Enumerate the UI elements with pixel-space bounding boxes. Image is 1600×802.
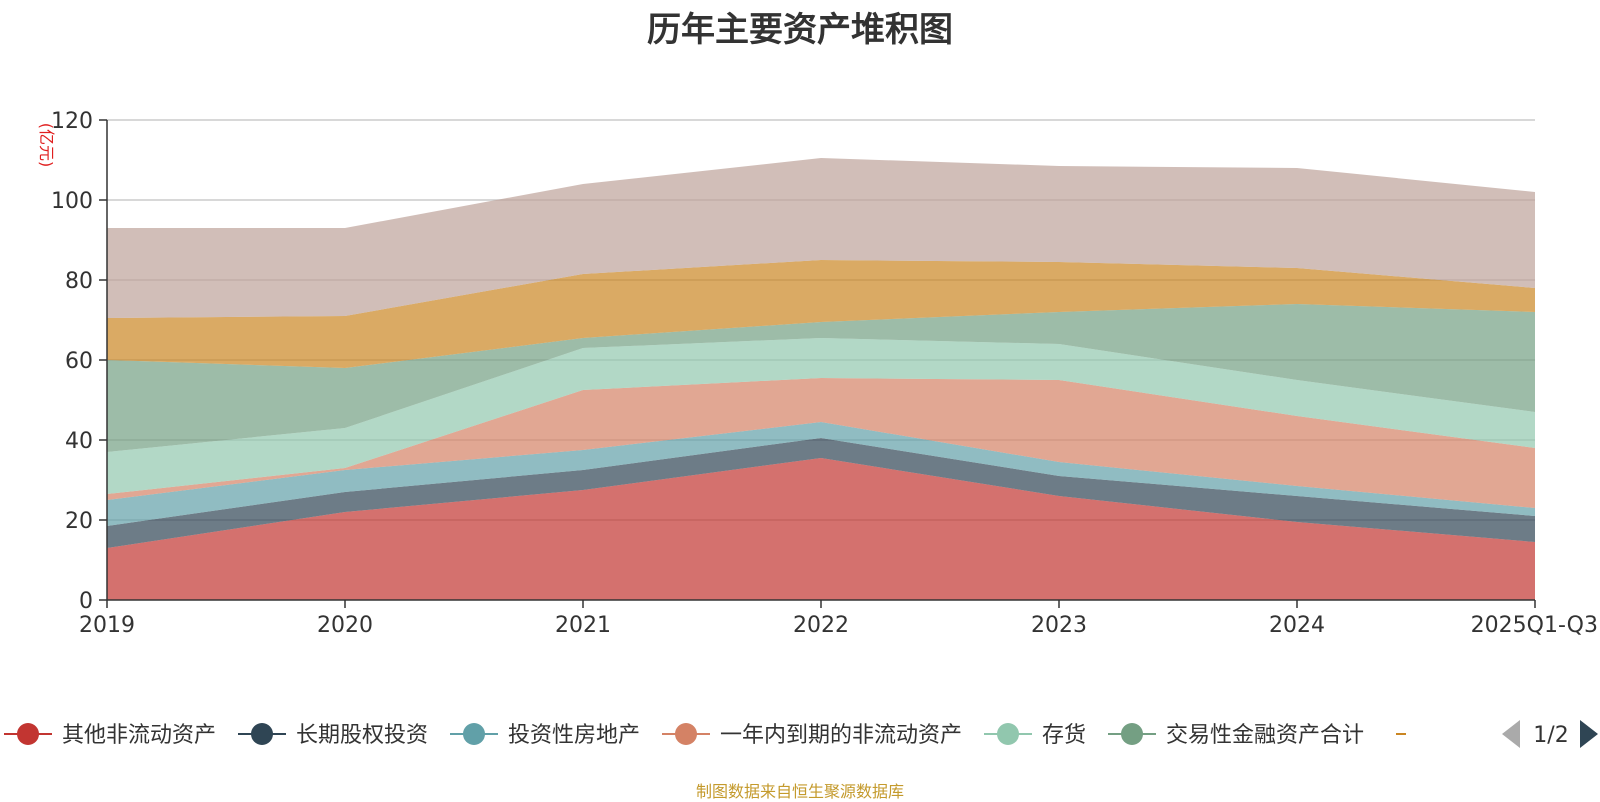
legend-label: 长期股权投资 xyxy=(296,723,428,748)
legend-circle-marker xyxy=(251,723,273,745)
legend-page-indicator: 1/2 xyxy=(1533,723,1568,748)
x-tick-label: 2024 xyxy=(1269,613,1325,638)
area-series-6 xyxy=(107,304,1535,452)
axes: 0 20 40 60 80 100 120 2019 2020 2021 2022 2023 2024 2… xyxy=(37,109,1598,638)
y-tick-label: 120 xyxy=(51,109,93,134)
x-tick-label: 2020 xyxy=(317,613,373,638)
y-axis-unit-label: (亿元) xyxy=(37,123,56,168)
legend-label: 其他非流动资产 xyxy=(62,723,216,748)
legend-label: 投资性房地产 xyxy=(508,723,640,748)
legend-item-1[interactable]: 其他非流动资产 xyxy=(4,723,216,748)
x-tick-label: 2025Q1-Q3 xyxy=(1471,613,1598,638)
y-tick-label: 80 xyxy=(65,269,93,294)
legend-circle-marker xyxy=(997,723,1019,745)
area-series-3 xyxy=(107,422,1535,526)
area-series-2 xyxy=(107,438,1535,548)
legend-circle-marker xyxy=(463,723,485,745)
legend-label: 存货 xyxy=(1042,723,1086,748)
legend-circle-marker xyxy=(17,723,39,745)
legend-item-3[interactable]: 投资性房地产 xyxy=(450,723,640,748)
area-series-group xyxy=(107,158,1535,600)
legend-circle-marker xyxy=(1121,723,1143,745)
legend-prev-page-icon[interactable] xyxy=(1502,720,1520,748)
source-footnote: 制图数据来自恒生聚源数据库 xyxy=(695,782,904,801)
y-tick-label: 40 xyxy=(65,429,93,454)
area-series-4 xyxy=(107,378,1535,508)
chart-title: 历年主要资产堆积图 xyxy=(647,10,953,50)
legend-circle-marker xyxy=(675,723,697,745)
y-tick-label: 20 xyxy=(65,509,93,534)
y-tick-label: 100 xyxy=(51,189,93,214)
y-tick-label: 60 xyxy=(65,349,93,374)
legend-item-4[interactable]: 一年内到期的非流动资产 xyxy=(662,723,962,748)
legend-pager[interactable]: 1/2 xyxy=(1502,720,1598,748)
x-tick-label: 2023 xyxy=(1031,613,1087,638)
area-series-5 xyxy=(107,338,1535,494)
legend-item-6[interactable]: 交易性金融资产合计 xyxy=(1108,723,1364,748)
legend-label: 一年内到期的非流动资产 xyxy=(720,723,962,748)
area-series-7 xyxy=(107,260,1535,368)
x-tick-label: 2021 xyxy=(555,613,611,638)
legend-item-2[interactable]: 长期股权投资 xyxy=(238,723,428,748)
area-series-8 xyxy=(107,158,1535,318)
x-tick-label: 2022 xyxy=(793,613,849,638)
legend[interactable]: 其他非流动资产 长期股权投资 投资性房地产 一年内到期的非流动资产 存货 交易性金融资产合… xyxy=(4,720,1598,748)
legend-label: 交易性金融资产合计 xyxy=(1166,723,1364,748)
legend-next-page-icon[interactable] xyxy=(1580,720,1598,748)
x-tick-label: 2019 xyxy=(79,613,135,638)
legend-item-5[interactable]: 存货 xyxy=(984,723,1086,748)
y-tick-label: 0 xyxy=(79,589,93,614)
area-series-1 xyxy=(107,458,1535,600)
